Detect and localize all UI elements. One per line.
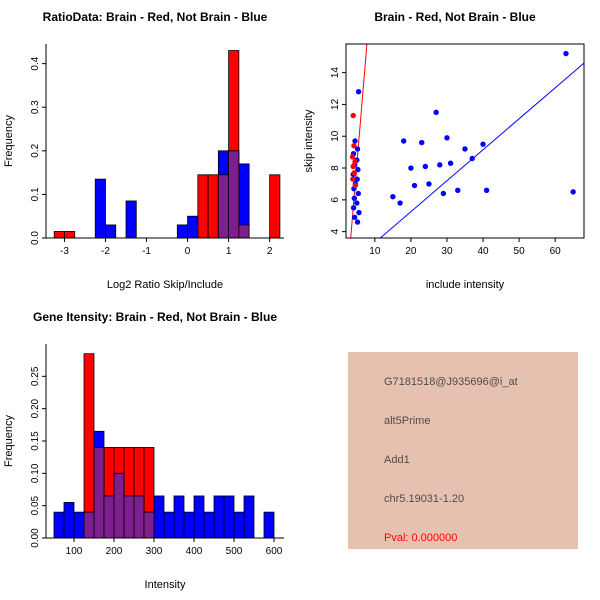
gene-intensity-plot: 100 200 300 400 500 600 0.00 0.05 0.10 0.15 0.20 0.… [3,344,284,591]
ratio-histogram-title: RatioData: Brain - Red, Not Brain - Blue [42,10,268,24]
svg-text:100: 100 [66,546,83,557]
pval-text: Pval: 0.000000 [384,532,458,544]
svg-text:300: 300 [146,546,163,557]
svg-text:0.20: 0.20 [30,398,41,418]
svg-text:Log2 Ratio Skip/Include: Log2 Ratio Skip/Include [107,279,223,291]
svg-text:1: 1 [226,246,232,257]
gene-name-text: Add1 [384,454,410,466]
svg-text:60: 60 [550,246,562,257]
svg-text:Frequency: Frequency [3,115,15,167]
panel-ratio-histogram: RatioData: Brain - Red, Not Brain - Blue… [0,0,300,300]
svg-text:14: 14 [330,67,341,79]
svg-text:2: 2 [267,246,273,257]
svg-text:0.0: 0.0 [30,231,41,245]
svg-text:6: 6 [330,197,341,203]
svg-text:10: 10 [369,246,381,257]
svg-text:8: 8 [330,165,341,171]
panel-skip-include-scatter: Brain - Red, Not Brain - Blue 10 20 30 40 50… [300,0,600,300]
panel-gene-intensity-histogram: Gene Itensity: Brain - Red, Not Brain - … [0,300,300,600]
svg-text:0.05: 0.05 [30,495,41,515]
svg-text:400: 400 [186,546,203,557]
gene-intensity-title: Gene Itensity: Brain - Red, Not Brain - … [32,310,278,324]
svg-text:12: 12 [330,98,341,110]
skip-include-scatter-plot: 10 20 30 40 50 60 4 6 8 10 12 14 include intensity sk… [303,43,585,291]
svg-text:600: 600 [266,546,283,557]
ratio-histogram-plot: -3 -2 -1 0 1 2 0.0 0.1 0.2 0.3 0.4 Log2 Ratio Skip/… [3,44,284,291]
svg-text:0.00: 0.00 [30,528,41,548]
svg-text:0: 0 [185,246,191,257]
svg-text:0.3: 0.3 [30,100,41,114]
svg-text:Intensity: Intensity [145,579,186,591]
probe-id-text: G7181518@J935696@i_at [384,376,518,388]
svg-text:0.1: 0.1 [30,187,41,201]
svg-text:10: 10 [330,130,341,142]
svg-text:-2: -2 [101,246,110,257]
svg-text:0.2: 0.2 [30,143,41,157]
svg-text:0.25: 0.25 [30,366,41,386]
svg-text:skip intensity: skip intensity [303,109,315,172]
svg-text:4: 4 [330,228,341,234]
gene-info-box: G7181518@J935696@i_at alt5Prime Add1 chr… [348,352,578,549]
svg-text:20: 20 [405,246,417,257]
svg-text:0.15: 0.15 [30,431,41,451]
splice-type-text: alt5Prime [384,415,431,427]
svg-text:40: 40 [477,246,489,257]
svg-text:0.10: 0.10 [30,463,41,483]
svg-text:-1: -1 [142,246,151,257]
svg-text:200: 200 [106,546,123,557]
svg-text:include intensity: include intensity [426,279,505,291]
panel-gene-info: G7181518@J935696@i_at alt5Prime Add1 chr… [300,300,600,600]
locus-text: chr5.19031-1.20 [384,493,465,505]
svg-text:30: 30 [441,246,453,257]
scatter-title: Brain - Red, Not Brain - Blue [374,10,536,24]
svg-text:50: 50 [514,246,526,257]
svg-text:0.4: 0.4 [30,56,41,70]
svg-text:500: 500 [226,546,243,557]
svg-text:-3: -3 [60,246,69,257]
svg-text:Frequency: Frequency [3,415,15,467]
